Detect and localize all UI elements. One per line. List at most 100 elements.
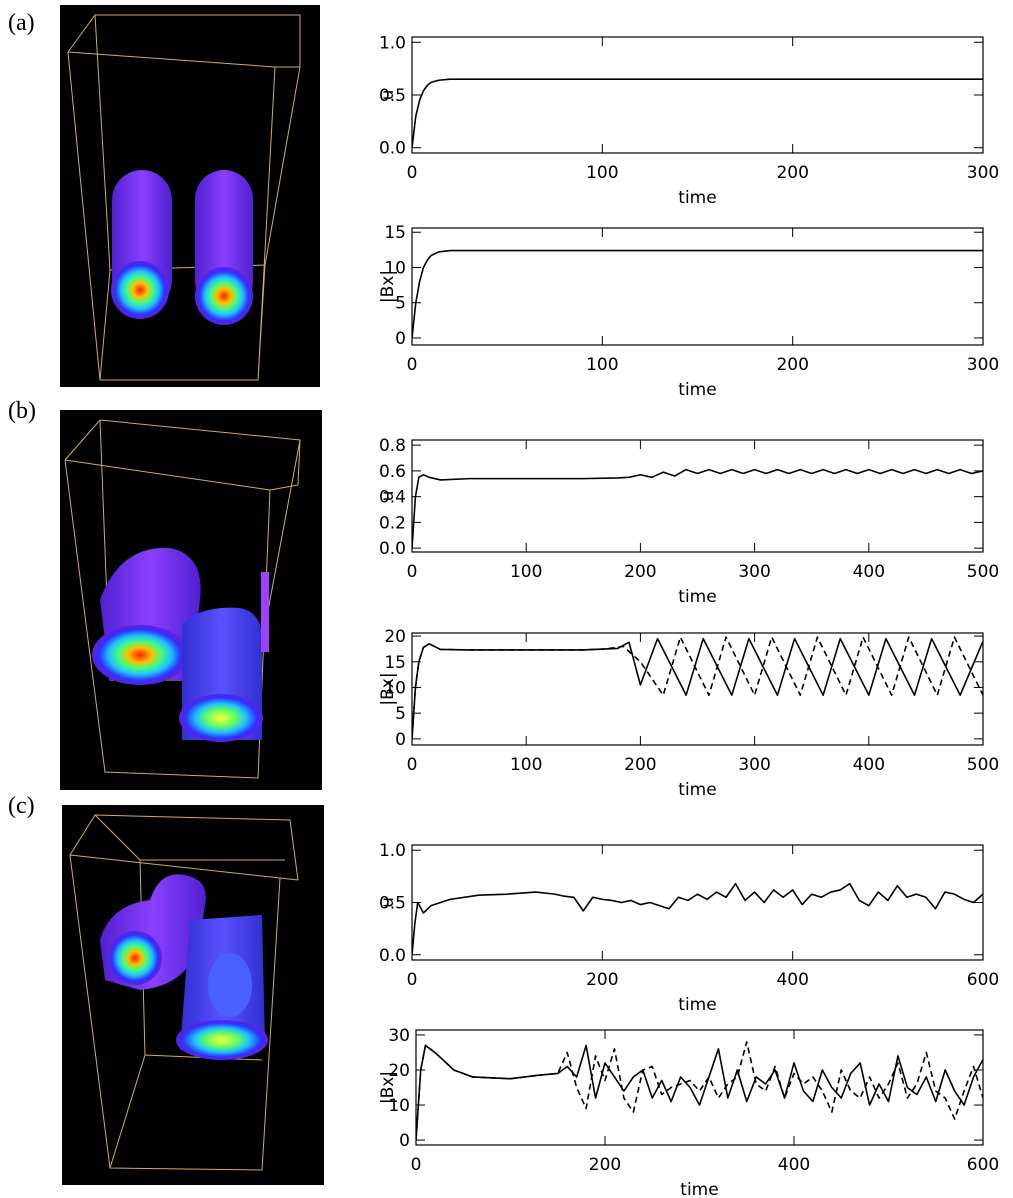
plot: 0 200 400 600 0.0 0.5 1.0 time u: [378, 841, 999, 1015]
x-tick-label: 500: [967, 755, 999, 775]
y-tick-label: 5: [395, 294, 406, 314]
y-tick-label: 0.5: [379, 86, 406, 106]
plot-area: [416, 1041, 983, 1141]
y-tick-label: 0: [399, 1131, 410, 1151]
y-tick-label: 0.0: [379, 139, 406, 159]
x-tick-label: 200: [589, 1155, 621, 1175]
flux-tube: [261, 572, 269, 652]
x-axis-label: time: [678, 995, 716, 1015]
plot-area: [412, 882, 983, 955]
image-background: [60, 5, 320, 387]
y-tick-label: 0: [395, 329, 406, 349]
x-tick-label: 400: [778, 1155, 810, 1175]
y-tick-label: 15: [384, 653, 406, 673]
y-tick-label: 5: [395, 704, 406, 724]
plot-frame: [415, 1029, 984, 1146]
render-image: [60, 410, 322, 790]
x-tick-label: 200: [624, 562, 656, 582]
x-tick-label: 0: [407, 163, 418, 183]
plot: 0 100 200 300 400 500 0.0 0.2 0.4 0.6 0.8 time u: [378, 436, 999, 607]
y-axis-label: |Bx|: [378, 270, 398, 303]
x-axis-label: time: [678, 188, 716, 208]
render-image: [62, 805, 324, 1185]
plot-area: [412, 468, 983, 549]
y-tick-label: 0.0: [379, 539, 406, 559]
x-tick-label: 600: [967, 1155, 999, 1175]
flux-tube-end: [195, 267, 253, 325]
y-tick-label: 0.5: [379, 894, 406, 914]
x-axis-label: time: [678, 780, 716, 800]
x-tick-label: 400: [853, 755, 885, 775]
data-line: [416, 1044, 983, 1141]
y-tick-label: 30: [388, 1026, 410, 1046]
x-axis-label: time: [678, 380, 716, 400]
x-tick-label: 600: [967, 970, 999, 990]
y-tick-label: 0.0: [379, 946, 406, 966]
flux-tube-core: [208, 953, 252, 1017]
plot-frame: [411, 439, 984, 553]
flux-tube-end: [108, 931, 162, 985]
x-tick-label: 200: [624, 755, 656, 775]
y-tick-label: 0.8: [379, 436, 406, 456]
plot: 0 100 200 300 400 500 0 5 10 15 20 time |Bx|: [378, 627, 999, 800]
plot-area: [412, 249, 983, 339]
wireframe: [67, 14, 301, 381]
x-tick-label: 400: [853, 562, 885, 582]
x-axis-label: time: [678, 587, 716, 607]
x-tick-label: 400: [776, 970, 808, 990]
x-tick-label: 100: [586, 163, 618, 183]
flux-tube-end: [176, 1020, 268, 1060]
data-line: [412, 636, 983, 739]
x-tick-label: 300: [967, 163, 999, 183]
x-tick-label: 0: [407, 755, 418, 775]
flux-tube-end: [179, 694, 263, 742]
y-tick-label: 0.2: [379, 513, 406, 533]
panel-label: (a): [8, 10, 35, 36]
data-line: [412, 468, 983, 549]
data-line: [412, 78, 983, 148]
plot-frame: [411, 632, 984, 746]
y-tick-label: 10: [388, 1096, 410, 1116]
x-tick-label: 300: [967, 355, 999, 375]
plot: 0 100 200 300 0.0 0.5 1.0 time u: [378, 33, 999, 208]
plot-frame: [411, 36, 984, 154]
panel-label: (c): [8, 793, 35, 819]
plot-frame: [411, 227, 984, 346]
plot: 0 200 400 600 0 10 20 30 time |Bx|: [378, 1026, 999, 1198]
y-axis-label: u: [378, 90, 398, 101]
plot: 0 100 200 300 0 5 10 15 time |Bx|: [378, 223, 999, 400]
y-tick-label: 0: [395, 730, 406, 750]
x-axis-label: time: [680, 1180, 718, 1198]
y-axis-label: u: [378, 491, 398, 502]
flux-tube-end: [111, 261, 169, 319]
y-tick-label: 1.0: [379, 33, 406, 53]
x-tick-label: 300: [738, 755, 770, 775]
x-tick-label: 100: [586, 355, 618, 375]
plot-area: [412, 636, 983, 739]
x-tick-label: 0: [411, 1155, 422, 1175]
y-tick-label: 0.4: [379, 488, 406, 508]
y-axis-label: |Bx|: [378, 1071, 398, 1104]
render-image: [60, 5, 320, 387]
data-line: [412, 637, 983, 739]
x-tick-label: 0: [407, 970, 418, 990]
x-tick-label: 100: [510, 562, 542, 582]
y-tick-label: 20: [384, 627, 406, 647]
plot-frame: [411, 844, 984, 961]
x-tick-label: 200: [776, 163, 808, 183]
x-tick-label: 200: [776, 355, 808, 375]
wireframe: [64, 419, 301, 779]
y-axis-label: u: [378, 897, 398, 908]
wireframe: [69, 814, 299, 1171]
data-line: [412, 882, 983, 955]
y-tick-label: 20: [388, 1061, 410, 1081]
x-tick-label: 100: [510, 755, 542, 775]
y-tick-label: 15: [384, 223, 406, 243]
data-line: [416, 1041, 983, 1141]
y-tick-label: 1.0: [379, 841, 406, 861]
y-tick-label: 10: [384, 258, 406, 278]
panel-label: (b): [8, 398, 36, 424]
plot-area: [412, 78, 983, 148]
